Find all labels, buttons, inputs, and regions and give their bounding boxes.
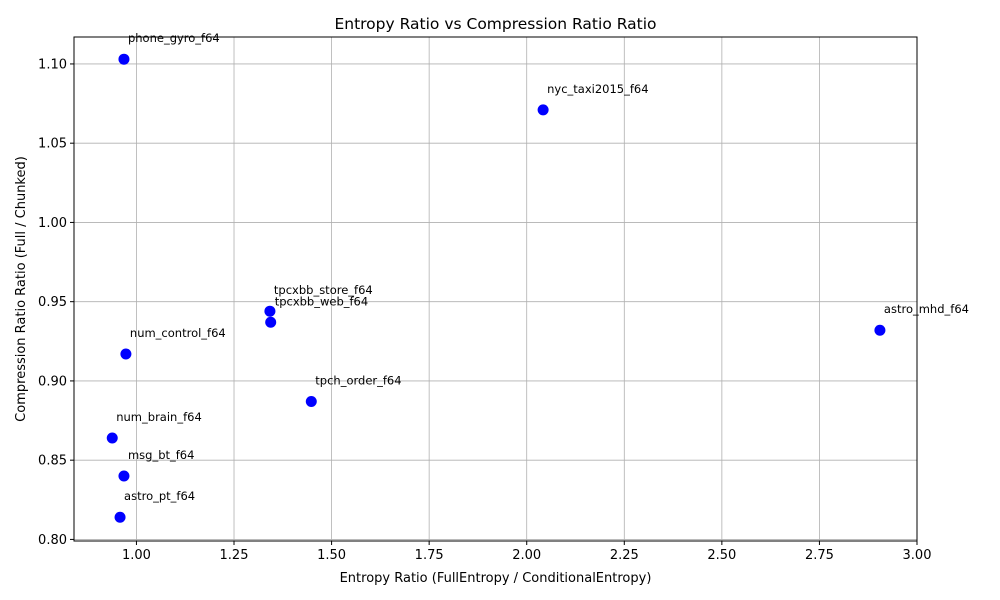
x-tick-label: 2.75: [805, 548, 834, 563]
point-label: tpch_order_f64: [315, 374, 401, 388]
data-point: [120, 348, 132, 360]
point-label: tpcxbb_store_f64: [274, 283, 373, 297]
point-labels: phone_gyro_f64 nyc_taxi2015_f64 tpcxbb_sto…: [116, 31, 969, 503]
x-tick-label: 3.00: [903, 548, 932, 563]
x-axis-ticks: 1.00 1.25 1.50 1.75 2.00 2.25 2.50 2.75 3.00: [122, 541, 932, 563]
x-tick-label: 1.50: [317, 548, 346, 563]
plot-frame: [73, 36, 918, 542]
point-label: astro_pt_f64: [124, 489, 195, 503]
x-tick-label: 2.00: [512, 548, 541, 563]
data-point: [537, 104, 549, 116]
x-tick-label: 2.50: [707, 548, 736, 563]
x-axis-label: Entropy Ratio (FullEntropy / Conditional…: [340, 571, 652, 586]
y-tick-label: 1.00: [38, 216, 67, 231]
y-tick-label: 0.90: [38, 374, 67, 389]
data-point: [874, 324, 886, 336]
point-label: nyc_taxi2015_f64: [547, 82, 648, 96]
y-tick-label: 0.95: [38, 295, 67, 310]
data-point: [118, 53, 130, 65]
y-tick-label: 1.10: [38, 57, 67, 72]
data-point: [118, 470, 130, 482]
chart-title: Entropy Ratio vs Compression Ratio Ratio: [334, 15, 656, 33]
data-point: [114, 511, 126, 523]
y-tick-label: 1.05: [38, 137, 67, 152]
x-tick-label: 1.75: [415, 548, 444, 563]
y-tick-label: 0.80: [38, 533, 67, 548]
point-label: astro_mhd_f64: [884, 302, 969, 316]
y-axis-label: Compression Ratio Ratio (Full / Chunked): [14, 156, 29, 422]
point-label: num_brain_f64: [116, 410, 202, 424]
point-label: tpcxbb_web_f64: [275, 294, 369, 308]
point-label: phone_gyro_f64: [128, 31, 220, 45]
y-tick-label: 0.85: [38, 454, 67, 469]
data-point: [305, 396, 317, 408]
y-axis-ticks: 0.80 0.85 0.90 0.95 1.00 1.05 1.10: [38, 57, 74, 548]
data-points: [106, 53, 886, 523]
x-tick-label: 2.25: [610, 548, 639, 563]
point-label: num_control_f64: [130, 326, 226, 340]
point-label: msg_bt_f64: [128, 448, 194, 462]
data-point: [106, 432, 118, 444]
x-tick-label: 1.00: [122, 548, 151, 563]
grid: [74, 37, 918, 541]
data-point: [264, 305, 276, 317]
data-point: [265, 316, 277, 328]
x-tick-label: 1.25: [220, 548, 249, 563]
